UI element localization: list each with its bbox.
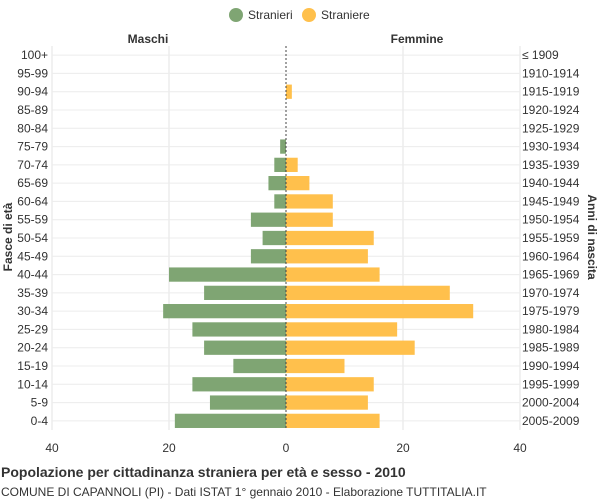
age-group-label: 60-64	[17, 194, 48, 208]
birth-year-label: 1955-1959	[522, 231, 580, 245]
legend-swatch-straniere	[302, 8, 316, 22]
age-group-label: 50-54	[17, 231, 48, 245]
birth-year-label: 1965-1969	[522, 268, 580, 282]
birth-year-label: 1980-1984	[522, 322, 580, 336]
x-tick-label: 20	[162, 441, 176, 455]
bar-female-0-4	[286, 413, 380, 428]
birth-year-label: 1960-1964	[522, 249, 580, 263]
birth-year-label: 1990-1994	[522, 359, 580, 373]
females-header: Femmine	[391, 32, 444, 46]
age-group-label: 40-44	[17, 268, 48, 282]
legend-label-straniere: Straniere	[321, 8, 370, 22]
birth-year-label: ≤ 1909	[522, 48, 559, 62]
birth-year-label: 1995-1999	[522, 377, 580, 391]
bar-female-40-44	[286, 267, 380, 282]
legend: Stranieri Straniere	[229, 8, 370, 22]
age-group-label: 45-49	[17, 249, 48, 263]
x-tick-label: 40	[45, 441, 59, 455]
bar-male-70-74	[274, 157, 286, 172]
age-group-label: 100+	[21, 48, 48, 62]
birth-year-label: 2005-2009	[522, 414, 580, 428]
birth-year-label: 1945-1949	[522, 194, 580, 208]
birth-year-label: 2000-2004	[522, 396, 580, 410]
bar-male-30-34	[163, 304, 286, 319]
age-group-label: 15-19	[17, 359, 48, 373]
chart-title: Popolazione per cittadinanza straniera p…	[1, 464, 406, 480]
bar-female-35-39	[286, 285, 450, 300]
age-group-label: 95-99	[17, 66, 48, 80]
birth-year-label: 1970-1974	[522, 286, 580, 300]
tick-labels: 40 20 0 20 40 100+ ≤ 1909 95-99 1910-1914 90-94 19…	[17, 48, 579, 455]
x-tick-label: 20	[396, 441, 410, 455]
birth-year-label: 1930-1934	[522, 140, 580, 154]
bar-male-15-19	[233, 358, 286, 374]
x-tick-label: 40	[513, 441, 527, 455]
age-group-label: 65-69	[17, 176, 48, 190]
age-group-label: 5-9	[31, 396, 49, 410]
legend-swatch-stranieri	[229, 8, 243, 22]
age-group-label: 30-34	[17, 304, 48, 318]
age-group-label: 35-39	[17, 286, 48, 300]
birth-year-label: 1910-1914	[522, 66, 580, 80]
bar-male-75-79	[280, 139, 286, 154]
bar-male-55-59	[250, 212, 286, 227]
bar-female-15-19	[286, 358, 345, 374]
age-group-label: 0-4	[31, 414, 49, 428]
bar-female-90-94	[286, 84, 292, 99]
bar-female-25-29	[286, 322, 398, 337]
birth-year-label: 1925-1929	[522, 121, 580, 135]
bar-male-5-9	[209, 395, 286, 410]
birth-year-label: 1985-1989	[522, 341, 580, 355]
bar-female-65-69	[286, 176, 310, 191]
legend-label-stranieri: Stranieri	[248, 8, 293, 22]
birth-year-label: 1935-1939	[522, 158, 580, 172]
bar-female-60-64	[286, 194, 333, 209]
bar-female-50-54	[286, 230, 374, 246]
bar-male-60-64	[274, 194, 286, 209]
age-group-label: 10-14	[17, 377, 48, 391]
y-axis-label-right: Anni di nascita	[585, 194, 599, 280]
birth-year-label: 1920-1924	[522, 103, 580, 117]
bar-male-35-39	[204, 285, 286, 300]
bar-male-45-49	[250, 249, 286, 264]
birth-year-label: 1915-1919	[522, 85, 580, 99]
bar-male-65-69	[268, 176, 286, 191]
bar-male-50-54	[262, 230, 286, 246]
males-header: Maschi	[128, 32, 169, 46]
bar-male-20-24	[204, 340, 286, 355]
bar-female-10-14	[286, 377, 374, 392]
bar-male-25-29	[192, 322, 286, 337]
bar-female-5-9	[286, 395, 368, 410]
bars	[163, 46, 474, 430]
age-group-label: 90-94	[17, 85, 48, 99]
bar-male-10-14	[192, 377, 286, 392]
age-group-label: 55-59	[17, 213, 48, 227]
age-group-label: 70-74	[17, 158, 48, 172]
bar-female-70-74	[286, 157, 298, 172]
bar-female-45-49	[286, 249, 368, 264]
bar-female-20-24	[286, 340, 415, 355]
x-tick-label: 0	[283, 441, 290, 455]
birth-year-label: 1950-1954	[522, 213, 580, 227]
y-axis-label-left: Fasce di età	[1, 202, 15, 271]
bar-female-30-34	[286, 304, 474, 319]
bar-male-0-4	[174, 413, 286, 428]
age-group-label: 75-79	[17, 140, 48, 154]
age-group-label: 85-89	[17, 103, 48, 117]
age-group-label: 20-24	[17, 341, 48, 355]
birth-year-label: 1940-1944	[522, 176, 580, 190]
bar-female-55-59	[286, 212, 333, 227]
bar-male-40-44	[169, 267, 286, 282]
age-group-label: 25-29	[17, 322, 48, 336]
chart-subtitle: COMUNE DI CAPANNOLI (PI) - Dati ISTAT 1°…	[1, 485, 487, 499]
birth-year-label: 1975-1979	[522, 304, 580, 318]
age-group-label: 80-84	[17, 121, 48, 135]
